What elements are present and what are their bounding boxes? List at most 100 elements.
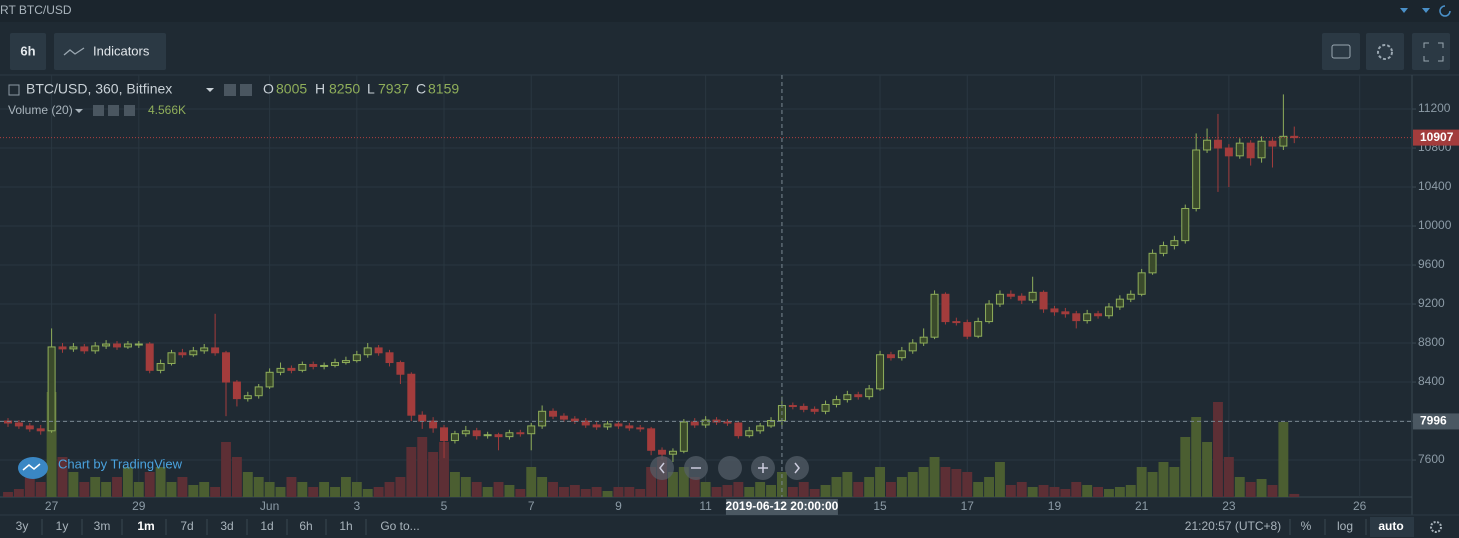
interval-button-bg[interactable] [10,33,46,70]
symbol-dropdown[interactable] [206,88,214,92]
candle-body [723,421,732,424]
indicators-button[interactable]: Indicators [54,33,166,70]
candle-body [352,354,361,362]
percent-toggle[interactable]: % [1301,519,1312,533]
header-icons[interactable] [1400,8,1430,13]
y-tick-label: 9200 [1418,296,1445,310]
volume-dropdown[interactable] [75,109,83,113]
candle-body [614,423,623,427]
candle-body [298,363,307,371]
range-button[interactable]: 1h [339,519,352,533]
goto-button[interactable]: Go to... [380,519,419,533]
interval-label[interactable]: 6h [20,43,35,58]
x-tick-label: 7 [528,499,535,513]
volume-bar [1104,489,1114,497]
reset[interactable] [718,456,742,480]
volume-bar [460,477,471,497]
settings-button[interactable] [1366,33,1404,70]
volume-bar [90,477,101,497]
indicators-label[interactable]: Indicators [93,43,150,58]
volume-bar [766,485,776,497]
candle-body [581,420,590,426]
volume-bar [820,485,831,497]
volume-bar [1071,482,1082,497]
candle-body [668,450,677,455]
candle-body [952,321,961,324]
candle-body [1028,291,1037,301]
candle-body [320,364,329,367]
volume-eye-icon[interactable] [93,105,104,116]
range-button[interactable]: 3m [94,519,111,533]
range-button[interactable]: 3y [16,519,29,533]
volume-bar [166,482,177,497]
refresh-icon[interactable] [1439,5,1451,17]
candle-body [886,354,895,359]
fullscreen-icon[interactable] [1423,42,1444,62]
volume-gear-icon[interactable] [108,105,119,116]
screenshot-button[interactable] [1322,33,1360,70]
gear-icon[interactable] [240,84,252,96]
candle-body [483,434,492,437]
volume-bar [722,485,733,497]
volume-bar [613,487,624,497]
volume-bar [678,467,689,497]
candle-body [189,350,198,356]
volume-bar [417,437,428,497]
candle-body [1137,272,1146,295]
watermark[interactable]: Chart by TradingView [58,456,183,471]
log-toggle[interactable]: log [1337,519,1353,533]
candle-body [1061,311,1070,315]
candle-body [58,346,67,350]
volume-bar [711,487,722,497]
candle-body [549,410,558,417]
eye-icon[interactable] [224,84,236,96]
candle-body [222,352,231,383]
range-button[interactable]: 1m [137,519,154,533]
scroll-left[interactable] [650,456,674,480]
tv-logo-mark[interactable] [22,463,41,471]
collapse-icon[interactable] [8,84,20,96]
volume-bar [395,477,406,497]
auto-bg[interactable] [1370,517,1414,537]
range-button[interactable]: 6h [299,519,312,533]
volume-bar [112,477,122,497]
volume-bar [733,482,744,497]
low-value: 7937 [378,81,409,97]
range-button[interactable]: 1y [56,519,69,533]
range-button[interactable]: 7d [180,519,193,533]
y-tick-label: 10000 [1418,218,1452,232]
candle-body [276,367,285,373]
low-key: L [367,81,375,97]
range-button[interactable]: 1d [260,519,273,533]
fullscreen-button[interactable] [1412,33,1450,70]
indicators-button-bg[interactable] [54,33,166,70]
candle-body [799,405,808,410]
candle-body [1104,306,1113,317]
settings-icon[interactable] [1377,44,1393,60]
auto-toggle[interactable]: auto [1378,519,1403,533]
interval-button[interactable]: 6h [10,33,46,70]
volume-bar [798,482,809,497]
candle-body [1268,140,1277,147]
candle-body [1148,252,1157,274]
nav-icons[interactable] [659,462,800,474]
bottom-bar: Go to... 21:20:57 (UTC+8) % log auto 3y 1… [16,517,1442,537]
scroll-right[interactable] [785,456,809,480]
x-tick-label: 21 [1135,499,1149,513]
camera-icon[interactable] [1331,44,1351,59]
candle-body [80,346,89,352]
candle-body [91,345,100,352]
candle-body [647,428,656,451]
indicators-icon[interactable] [63,47,85,56]
bottom-gear[interactable] [1430,521,1442,533]
candle-body [123,343,132,348]
volume-bar [864,477,875,497]
volume-bar [449,472,460,497]
candle-body [559,415,568,420]
candle-body [658,449,667,455]
volume-close-icon[interactable] [124,105,135,116]
candle-body [865,388,874,398]
range-button[interactable]: 3d [220,519,233,533]
candle-body [876,354,885,390]
nav-buttons[interactable] [650,456,809,480]
